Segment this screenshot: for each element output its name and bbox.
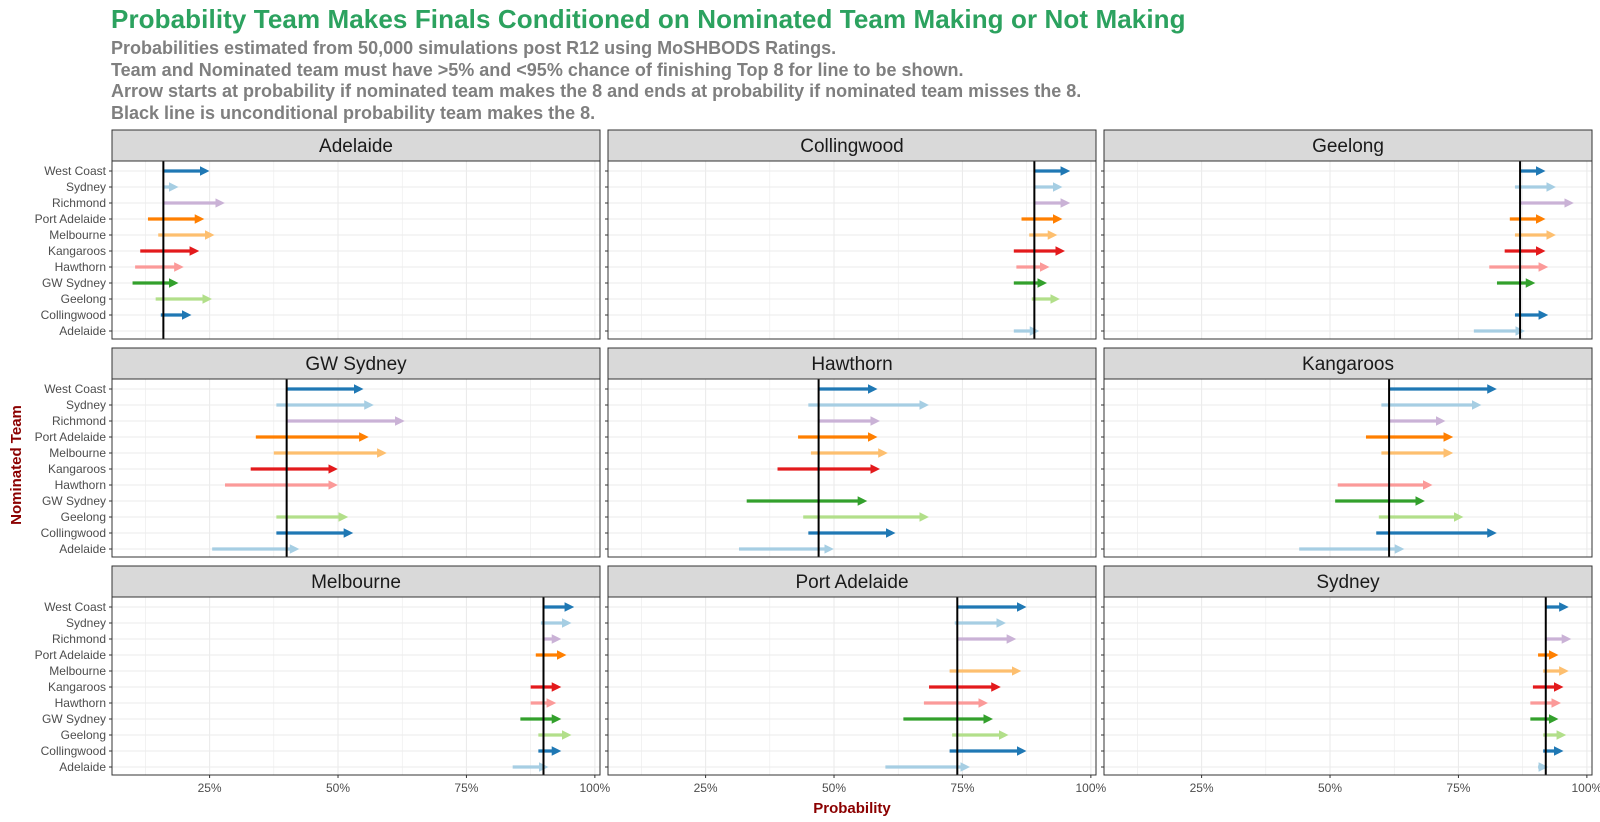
y-tick-label: Sydney	[66, 398, 106, 412]
facet-strip-label: GW Sydney	[305, 354, 407, 375]
facet-border	[111, 596, 601, 776]
y-tick-label: Hawthorn	[55, 478, 106, 492]
facet-border	[1103, 378, 1593, 558]
facet-strip-label: Adelaide	[319, 136, 393, 157]
facet-panel: Sydney	[1101, 565, 1593, 776]
y-tick-label: Richmond	[52, 414, 106, 428]
y-tick-label: Hawthorn	[55, 696, 106, 710]
facet-strip-label: Geelong	[1312, 136, 1384, 157]
x-tick-label: 100%	[1572, 781, 1600, 795]
y-tick-label: Hawthorn	[55, 260, 106, 274]
facet-panel: Collingwood	[605, 129, 1097, 340]
y-tick-label: GW Sydney	[42, 712, 106, 726]
x-tick-label: 25%	[694, 781, 718, 795]
subtitle-line: Team and Nominated team must have >5% an…	[111, 59, 964, 80]
facet-strip	[607, 129, 1097, 162]
y-tick-label: Collingwood	[41, 744, 106, 758]
y-tick-label: West Coast	[44, 382, 106, 396]
facet-panel: Adelaide West Coast Sydney Richmond Port Ade…	[35, 129, 601, 340]
y-tick-label: Richmond	[52, 196, 106, 210]
y-tick-label: Geelong	[61, 510, 106, 524]
y-tick-label: Melbourne	[49, 228, 106, 242]
facet-plot-area	[112, 597, 600, 775]
y-tick-label: Collingwood	[41, 526, 106, 540]
y-tick-label: Geelong	[61, 292, 106, 306]
facet-strip-label: Sydney	[1316, 572, 1380, 593]
facet-strip-label: Melbourne	[311, 572, 401, 593]
facet-border	[1103, 160, 1593, 340]
y-tick-label: Port Adelaide	[35, 430, 107, 444]
facet-border	[1103, 596, 1593, 776]
x-tick-label: 100%	[580, 781, 611, 795]
facet-panel: GW Sydney West Coast Sydney Richmond Port Ad…	[35, 347, 601, 558]
facets-layer: Adelaide West Coast Sydney Richmond Port Ade…	[35, 129, 1593, 776]
y-axis-title: Nominated Team	[8, 405, 25, 525]
facet-panel: Melbourne West Coast Sydney Richmond Port Ad…	[35, 565, 601, 776]
x-tick-label: 50%	[1318, 781, 1342, 795]
facet-strip-label: Collingwood	[800, 136, 904, 157]
y-tick-label: Adelaide	[59, 760, 106, 774]
x-tick-label: 75%	[1446, 781, 1470, 795]
y-tick-label: Kangaroos	[48, 680, 106, 694]
facet-panel: Kangaroos	[1101, 347, 1593, 558]
facet-strip	[111, 565, 601, 598]
facet-strip	[111, 347, 601, 380]
facet-strip	[1103, 565, 1593, 598]
x-tick-label: 75%	[950, 781, 974, 795]
x-tick-label: 50%	[822, 781, 846, 795]
y-tick-label: Adelaide	[59, 542, 106, 556]
y-tick-label: GW Sydney	[42, 276, 106, 290]
subtitle-line: Black line is unconditional probability …	[111, 102, 596, 123]
x-tick-label: 25%	[198, 781, 222, 795]
facet-strip	[607, 565, 1097, 598]
y-tick-label: Melbourne	[49, 446, 106, 460]
facet-strip	[607, 347, 1097, 380]
x-tick-label: 100%	[1076, 781, 1107, 795]
y-tick-label: GW Sydney	[42, 494, 106, 508]
facet-border	[607, 596, 1097, 776]
y-tick-label: Melbourne	[49, 664, 106, 678]
y-tick-label: Richmond	[52, 632, 106, 646]
x-tick-label: 75%	[454, 781, 478, 795]
y-tick-label: Kangaroos	[48, 462, 106, 476]
x-tick-label: 50%	[326, 781, 350, 795]
x-axis: 25% 50% 75% 100% 25% 50% 75% 100% 25% 50% 75% 100%	[198, 775, 1600, 795]
y-tick-label: Kangaroos	[48, 244, 106, 258]
y-tick-label: Adelaide	[59, 324, 106, 338]
facet-plot-area	[608, 597, 1096, 775]
facet-border	[111, 160, 601, 340]
x-tick-label: 25%	[1190, 781, 1214, 795]
facet-plot-area	[1104, 379, 1592, 557]
facet-panel: Hawthorn	[605, 347, 1097, 558]
y-tick-label: Sydney	[66, 180, 106, 194]
facet-border	[607, 160, 1097, 340]
facet-strip	[1103, 347, 1593, 380]
subtitle-line: Probabilities estimated from 50,000 simu…	[111, 38, 837, 58]
y-tick-label: West Coast	[44, 164, 106, 178]
facet-border	[111, 378, 601, 558]
facet-panel: Port Adelaide	[605, 565, 1097, 776]
facet-strip-label: Port Adelaide	[795, 572, 908, 593]
subtitle-line: Arrow starts at probability if nominated…	[111, 81, 1082, 101]
subtitle: Probabilities estimated from 50,000 simu…	[111, 38, 1081, 124]
facet-plot-area	[112, 379, 600, 557]
facet-panel: Geelong	[1101, 129, 1593, 340]
y-tick-label: West Coast	[44, 600, 106, 614]
facet-strip-label: Hawthorn	[811, 354, 892, 375]
y-tick-label: Collingwood	[41, 308, 106, 322]
y-tick-label: Sydney	[66, 616, 106, 630]
y-tick-label: Port Adelaide	[35, 212, 107, 226]
y-tick-label: Geelong	[61, 728, 106, 742]
facet-border	[607, 378, 1097, 558]
facet-strip	[1103, 129, 1593, 162]
page-title: Probability Team Makes Finals Conditione…	[111, 4, 1186, 34]
facet-plot-area	[1104, 597, 1592, 775]
y-tick-label: Port Adelaide	[35, 648, 107, 662]
facet-strip-label: Kangaroos	[1302, 354, 1394, 375]
x-axis-title: Probability	[813, 800, 891, 817]
